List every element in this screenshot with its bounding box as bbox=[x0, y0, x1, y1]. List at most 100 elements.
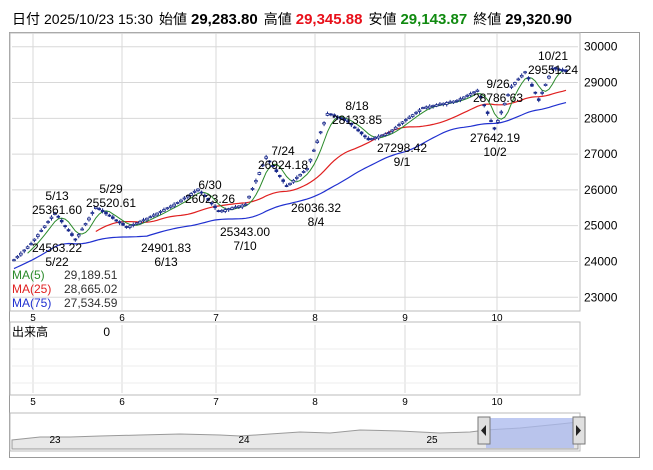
volume-x-tick-label: 5 bbox=[30, 397, 36, 408]
ma-legend-label: MA(5) bbox=[12, 268, 45, 282]
candle bbox=[175, 201, 180, 205]
candle bbox=[369, 137, 374, 141]
candle bbox=[237, 205, 241, 210]
volume-value: 0 bbox=[103, 325, 111, 339]
candle bbox=[318, 130, 323, 135]
candle bbox=[32, 238, 37, 243]
candle bbox=[168, 204, 173, 210]
candle bbox=[111, 214, 115, 220]
candle bbox=[73, 238, 78, 242]
candle bbox=[387, 130, 391, 136]
candle bbox=[189, 192, 193, 197]
candle bbox=[155, 212, 159, 217]
annotation-value: 25343.00 bbox=[220, 225, 270, 239]
candle bbox=[329, 113, 333, 117]
candle bbox=[479, 94, 483, 100]
ma25-line bbox=[95, 89, 567, 233]
high-label: 高値 bbox=[263, 11, 292, 27]
candle bbox=[376, 134, 381, 141]
candle bbox=[22, 249, 27, 254]
candle bbox=[66, 228, 71, 232]
annotation-date: 5/22 bbox=[45, 255, 69, 269]
candle bbox=[59, 218, 64, 224]
candle bbox=[267, 160, 272, 164]
candle bbox=[128, 224, 132, 230]
annotation-date: 9/1 bbox=[394, 155, 411, 169]
candle bbox=[295, 175, 299, 181]
candle bbox=[444, 101, 449, 107]
ma-legend-item: MA(5) 29,189.51 bbox=[12, 268, 117, 282]
moving-average-lines bbox=[13, 69, 567, 270]
annotation-date: 9/26 bbox=[486, 77, 510, 91]
candle bbox=[530, 82, 534, 87]
candle bbox=[46, 220, 50, 225]
candle bbox=[421, 106, 425, 110]
candle bbox=[158, 209, 163, 215]
annotation-value: 28786.63 bbox=[473, 91, 523, 105]
candle bbox=[206, 197, 211, 202]
candle bbox=[499, 109, 504, 116]
navigator-year-label: 24 bbox=[238, 435, 250, 446]
annotation-date: 6/13 bbox=[154, 255, 178, 269]
volume-grid bbox=[12, 325, 578, 393]
y-tick-label: 28000 bbox=[584, 111, 618, 125]
candle bbox=[455, 98, 459, 103]
low-value: 29,143.87 bbox=[400, 11, 468, 28]
price-header: 日付 2025/10/23 15:30 始値 29,283.80 高値 29,3… bbox=[12, 9, 578, 31]
navigator-left-handle[interactable] bbox=[477, 416, 491, 445]
candle bbox=[427, 104, 432, 110]
candle bbox=[404, 118, 408, 123]
ma-legend-value: 28,665.02 bbox=[64, 282, 118, 296]
candle bbox=[124, 225, 129, 229]
candle bbox=[322, 121, 326, 127]
candle bbox=[87, 216, 91, 222]
candle bbox=[162, 207, 166, 212]
annotation-value: 27642.19 bbox=[470, 131, 520, 145]
candle bbox=[53, 211, 57, 216]
candle bbox=[284, 183, 289, 188]
navigator-selection[interactable] bbox=[486, 418, 574, 448]
candle bbox=[254, 178, 258, 184]
x-tick-label: 10 bbox=[491, 313, 503, 324]
candle bbox=[185, 194, 190, 200]
ma-legend-item: MA(75) 27,534.59 bbox=[12, 296, 117, 310]
candle bbox=[332, 113, 337, 119]
candle bbox=[315, 139, 320, 144]
annotation-date: 8/4 bbox=[308, 215, 325, 229]
candle bbox=[182, 196, 187, 201]
annotation-date: 10/21 bbox=[538, 49, 568, 63]
candle bbox=[70, 231, 74, 237]
candle bbox=[104, 211, 108, 217]
candle bbox=[448, 99, 452, 104]
candle bbox=[243, 202, 248, 207]
annotation-date: 10/2 bbox=[483, 145, 507, 159]
high-value: 29,345.88 bbox=[295, 11, 363, 28]
candle bbox=[335, 115, 340, 120]
candle bbox=[485, 110, 490, 116]
volume-date-axis: 5 6 7 8 9 10 bbox=[30, 397, 503, 408]
candle bbox=[468, 91, 473, 97]
candle bbox=[199, 190, 204, 195]
low-label: 安値 bbox=[368, 11, 397, 27]
navigator-year-label: 25 bbox=[426, 435, 438, 446]
candle bbox=[393, 125, 398, 130]
candle bbox=[346, 118, 350, 124]
candle bbox=[172, 202, 176, 209]
candle bbox=[557, 67, 561, 71]
annotation-date: 7/24 bbox=[271, 144, 295, 158]
candle bbox=[407, 115, 412, 120]
candle bbox=[410, 113, 415, 118]
candle bbox=[12, 258, 16, 262]
candle bbox=[148, 215, 153, 219]
open-label: 始値 bbox=[159, 11, 187, 27]
ma5-line bbox=[27, 69, 567, 254]
candle bbox=[359, 131, 364, 136]
candle bbox=[519, 73, 524, 79]
candle bbox=[220, 209, 224, 214]
volume-x-tick-label: 6 bbox=[119, 397, 125, 408]
navigator-right-handle[interactable] bbox=[572, 416, 586, 445]
ma75-line bbox=[13, 102, 567, 270]
candle bbox=[230, 206, 234, 211]
candle bbox=[209, 201, 214, 206]
price-grid bbox=[12, 33, 578, 311]
